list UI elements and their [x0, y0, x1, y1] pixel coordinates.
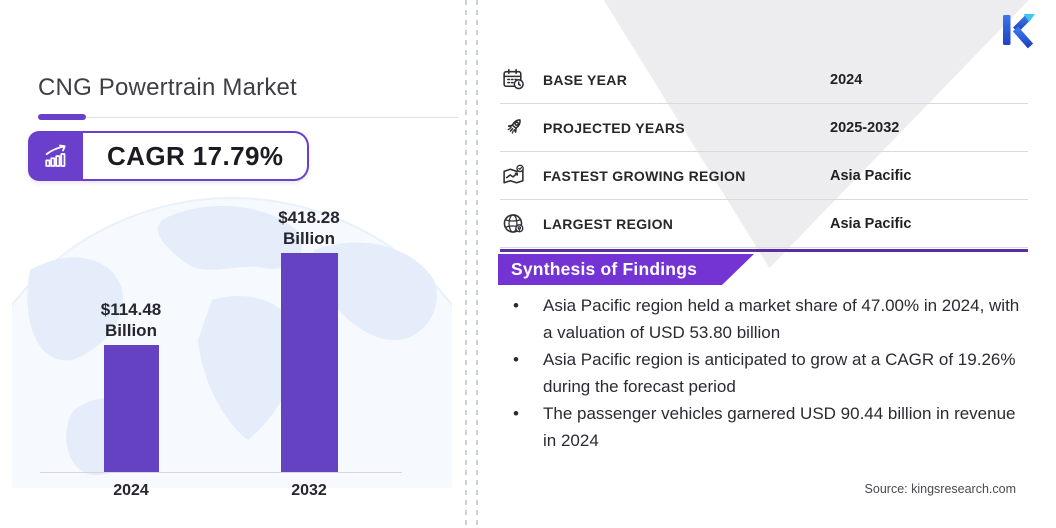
row-value: Asia Pacific	[830, 215, 912, 232]
row-label: PROJECTED YEARS	[543, 119, 685, 136]
table-row: FASTEST GROWING REGION Asia Pacific	[500, 152, 1028, 200]
kings-research-logo	[1002, 9, 1038, 56]
title-underline	[38, 117, 458, 118]
page-title: CNG Powertrain Market	[38, 74, 297, 101]
table-row: BASE YEAR 2024	[500, 56, 1028, 104]
key-facts-table: BASE YEAR 2024 PROJECTED YEARS 2025-203	[500, 56, 1028, 248]
growth-chart-icon	[28, 131, 83, 181]
row-value: 2025-2032	[830, 119, 900, 136]
region-growth-icon	[500, 163, 526, 189]
chart-baseline	[40, 472, 402, 473]
calendar-clock-icon	[500, 67, 526, 93]
row-label: FASTEST GROWING REGION	[543, 167, 746, 184]
vertical-dashed-divider	[476, 0, 478, 528]
bar-value-label-2032: $418.28 Billion	[278, 208, 340, 248]
bar-value-label-2024: $114.48 Billion	[100, 300, 162, 340]
table-row: LARGEST REGION Asia Pacific	[500, 200, 1028, 248]
table-row: PROJECTED YEARS 2025-2032	[500, 104, 1028, 152]
x-axis-label-2032: 2032	[291, 482, 327, 499]
row-label: BASE YEAR	[543, 71, 628, 88]
finding-item: Asia Pacific region held a market share …	[506, 292, 1023, 346]
row-value: Asia Pacific	[830, 167, 912, 184]
cagr-value: CAGR 17.79%	[83, 131, 310, 181]
globe-pin-icon	[500, 211, 526, 237]
rocket-icon	[500, 115, 526, 141]
source-attribution: Source: kingsresearch.com	[864, 482, 1016, 496]
title-underline-accent	[38, 114, 86, 120]
x-axis-label-2024: 2024	[113, 482, 149, 499]
bar-2024	[104, 345, 159, 472]
vertical-dashed-divider	[465, 0, 467, 528]
findings-top-rule	[500, 249, 1028, 252]
findings-list: Asia Pacific region held a market share …	[506, 292, 1023, 454]
bar-chart: $114.48 Billion $418.28 Billion 2024 203…	[0, 180, 466, 528]
row-label: LARGEST REGION	[543, 215, 674, 232]
cagr-badge: CAGR 17.79%	[28, 131, 310, 181]
finding-item: Asia Pacific region is anticipated to gr…	[506, 346, 1023, 400]
bar-2032	[281, 253, 338, 472]
row-value: 2024	[830, 71, 863, 88]
findings-banner: Synthesis of Findings	[498, 254, 754, 285]
finding-item: The passenger vehicles garnered USD 90.4…	[506, 400, 1023, 454]
